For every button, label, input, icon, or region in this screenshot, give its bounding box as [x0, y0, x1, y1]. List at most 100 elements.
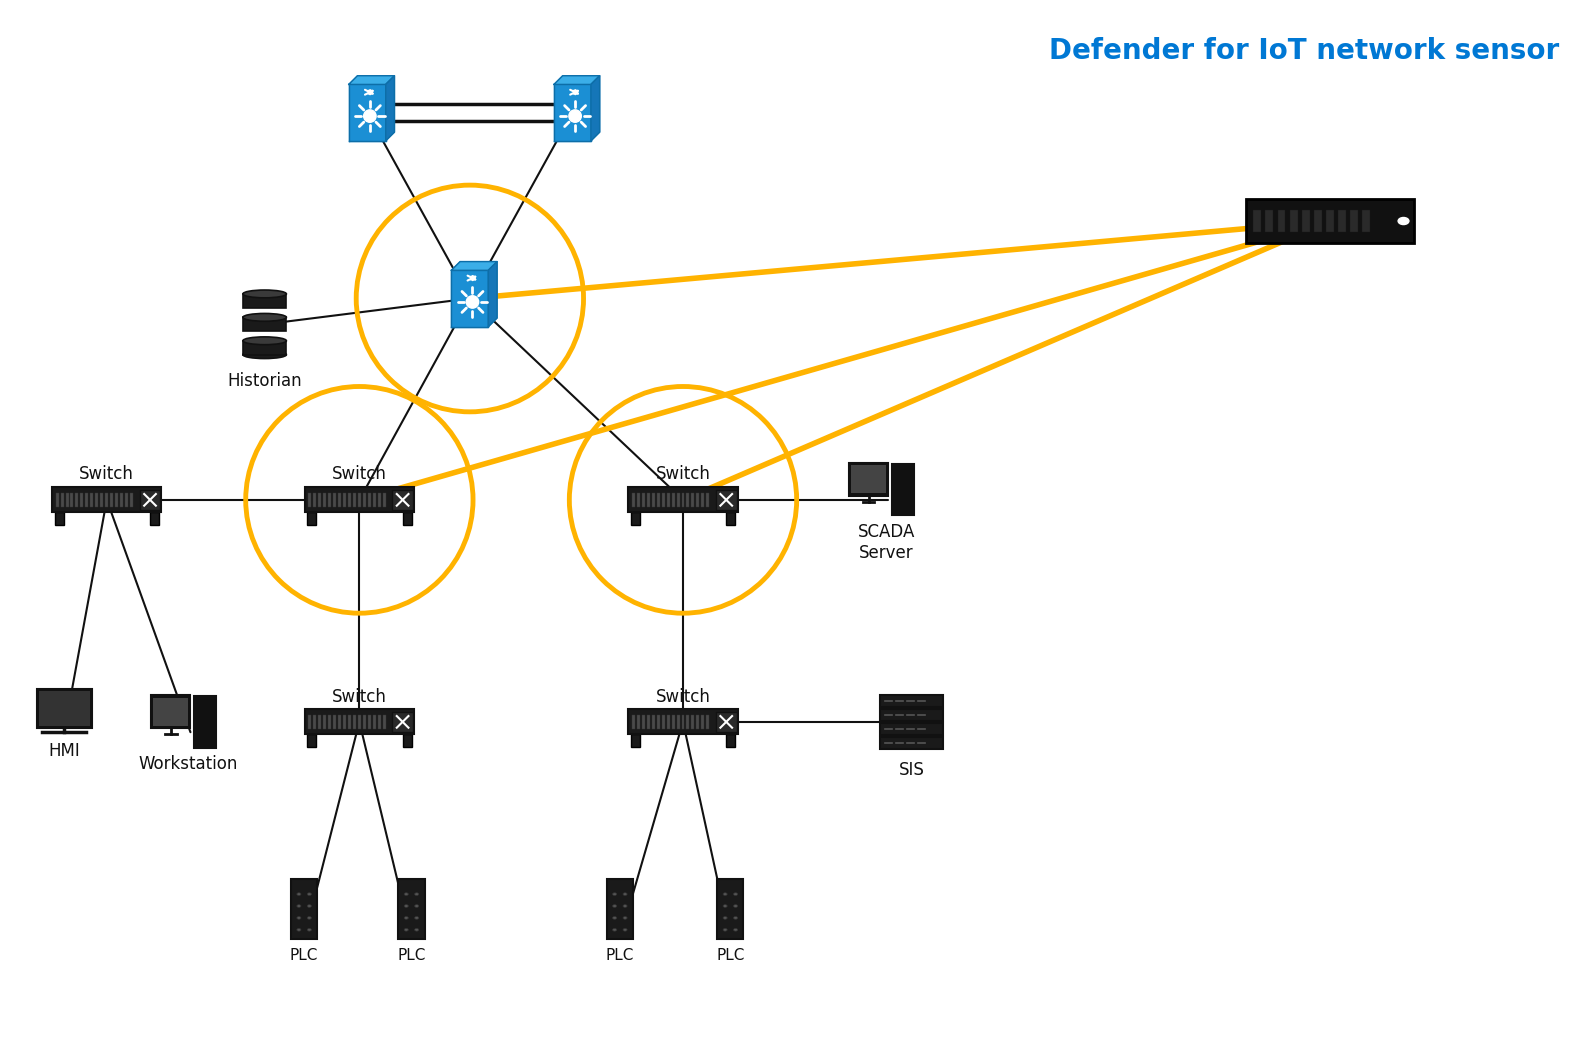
- FancyBboxPatch shape: [849, 462, 889, 496]
- Circle shape: [624, 893, 627, 895]
- FancyBboxPatch shape: [1246, 200, 1414, 243]
- Polygon shape: [349, 76, 395, 84]
- FancyBboxPatch shape: [60, 493, 63, 507]
- Text: PLC: PLC: [290, 948, 319, 963]
- Text: Switch: Switch: [332, 687, 387, 706]
- FancyBboxPatch shape: [662, 715, 665, 729]
- FancyBboxPatch shape: [378, 493, 381, 507]
- FancyBboxPatch shape: [243, 318, 286, 331]
- FancyBboxPatch shape: [692, 493, 695, 507]
- FancyBboxPatch shape: [313, 715, 316, 729]
- FancyBboxPatch shape: [398, 880, 424, 939]
- Circle shape: [733, 916, 738, 919]
- FancyBboxPatch shape: [1362, 210, 1370, 232]
- Circle shape: [308, 916, 311, 919]
- FancyBboxPatch shape: [403, 734, 411, 746]
- Polygon shape: [554, 76, 600, 84]
- FancyBboxPatch shape: [348, 715, 351, 729]
- FancyBboxPatch shape: [329, 715, 332, 729]
- FancyBboxPatch shape: [86, 493, 89, 507]
- FancyBboxPatch shape: [116, 493, 117, 507]
- FancyBboxPatch shape: [851, 465, 886, 493]
- FancyBboxPatch shape: [628, 487, 738, 512]
- FancyBboxPatch shape: [636, 493, 640, 507]
- Circle shape: [308, 905, 311, 908]
- FancyBboxPatch shape: [628, 710, 738, 734]
- FancyBboxPatch shape: [121, 493, 124, 507]
- FancyBboxPatch shape: [105, 493, 108, 507]
- FancyBboxPatch shape: [641, 493, 644, 507]
- Polygon shape: [386, 76, 395, 141]
- FancyBboxPatch shape: [706, 715, 709, 729]
- Text: Switch: Switch: [655, 465, 711, 483]
- FancyBboxPatch shape: [308, 493, 311, 507]
- FancyBboxPatch shape: [305, 710, 414, 734]
- FancyBboxPatch shape: [305, 487, 414, 512]
- FancyBboxPatch shape: [881, 694, 943, 707]
- Circle shape: [414, 929, 419, 931]
- FancyBboxPatch shape: [38, 691, 90, 726]
- Circle shape: [1398, 218, 1409, 225]
- Polygon shape: [590, 76, 600, 141]
- FancyBboxPatch shape: [687, 493, 689, 507]
- Circle shape: [733, 893, 738, 895]
- FancyBboxPatch shape: [324, 493, 325, 507]
- FancyBboxPatch shape: [65, 493, 68, 507]
- FancyBboxPatch shape: [348, 493, 351, 507]
- FancyBboxPatch shape: [667, 715, 670, 729]
- FancyBboxPatch shape: [701, 715, 705, 729]
- FancyBboxPatch shape: [37, 689, 92, 729]
- Circle shape: [724, 929, 727, 931]
- Circle shape: [624, 916, 627, 919]
- Circle shape: [613, 916, 617, 919]
- FancyBboxPatch shape: [313, 493, 316, 507]
- Polygon shape: [349, 84, 386, 141]
- FancyBboxPatch shape: [243, 294, 286, 308]
- FancyBboxPatch shape: [378, 715, 381, 729]
- FancyBboxPatch shape: [606, 880, 633, 939]
- FancyBboxPatch shape: [52, 487, 162, 512]
- FancyBboxPatch shape: [1351, 210, 1358, 232]
- FancyBboxPatch shape: [54, 512, 63, 525]
- Circle shape: [624, 929, 627, 931]
- FancyBboxPatch shape: [151, 512, 159, 525]
- FancyBboxPatch shape: [392, 712, 413, 732]
- FancyBboxPatch shape: [130, 493, 133, 507]
- FancyBboxPatch shape: [881, 709, 943, 720]
- Circle shape: [733, 929, 738, 931]
- Ellipse shape: [243, 351, 286, 358]
- FancyBboxPatch shape: [373, 493, 376, 507]
- FancyBboxPatch shape: [1265, 210, 1273, 232]
- Text: HMI: HMI: [48, 742, 79, 760]
- FancyBboxPatch shape: [90, 493, 94, 507]
- FancyBboxPatch shape: [657, 493, 660, 507]
- FancyBboxPatch shape: [667, 493, 670, 507]
- Circle shape: [724, 893, 727, 895]
- Text: PLC: PLC: [397, 948, 425, 963]
- Text: SIS: SIS: [898, 761, 925, 779]
- FancyBboxPatch shape: [125, 493, 129, 507]
- Text: Switch: Switch: [655, 687, 711, 706]
- FancyBboxPatch shape: [382, 715, 386, 729]
- FancyBboxPatch shape: [676, 715, 679, 729]
- Ellipse shape: [467, 296, 479, 308]
- Text: Workstation: Workstation: [138, 756, 238, 773]
- FancyBboxPatch shape: [363, 715, 367, 729]
- FancyBboxPatch shape: [140, 490, 160, 510]
- FancyBboxPatch shape: [352, 715, 355, 729]
- Circle shape: [308, 929, 311, 931]
- FancyBboxPatch shape: [676, 493, 679, 507]
- FancyBboxPatch shape: [641, 715, 644, 729]
- FancyBboxPatch shape: [716, 490, 736, 510]
- Circle shape: [414, 893, 419, 895]
- Circle shape: [405, 916, 408, 919]
- FancyBboxPatch shape: [1327, 210, 1333, 232]
- FancyBboxPatch shape: [308, 715, 311, 729]
- FancyBboxPatch shape: [70, 493, 73, 507]
- Polygon shape: [451, 271, 489, 327]
- FancyBboxPatch shape: [671, 715, 674, 729]
- Text: Defender for IoT network sensor: Defender for IoT network sensor: [1049, 36, 1558, 65]
- FancyBboxPatch shape: [352, 493, 355, 507]
- Text: SCADA
Server: SCADA Server: [857, 523, 916, 562]
- FancyBboxPatch shape: [333, 493, 336, 507]
